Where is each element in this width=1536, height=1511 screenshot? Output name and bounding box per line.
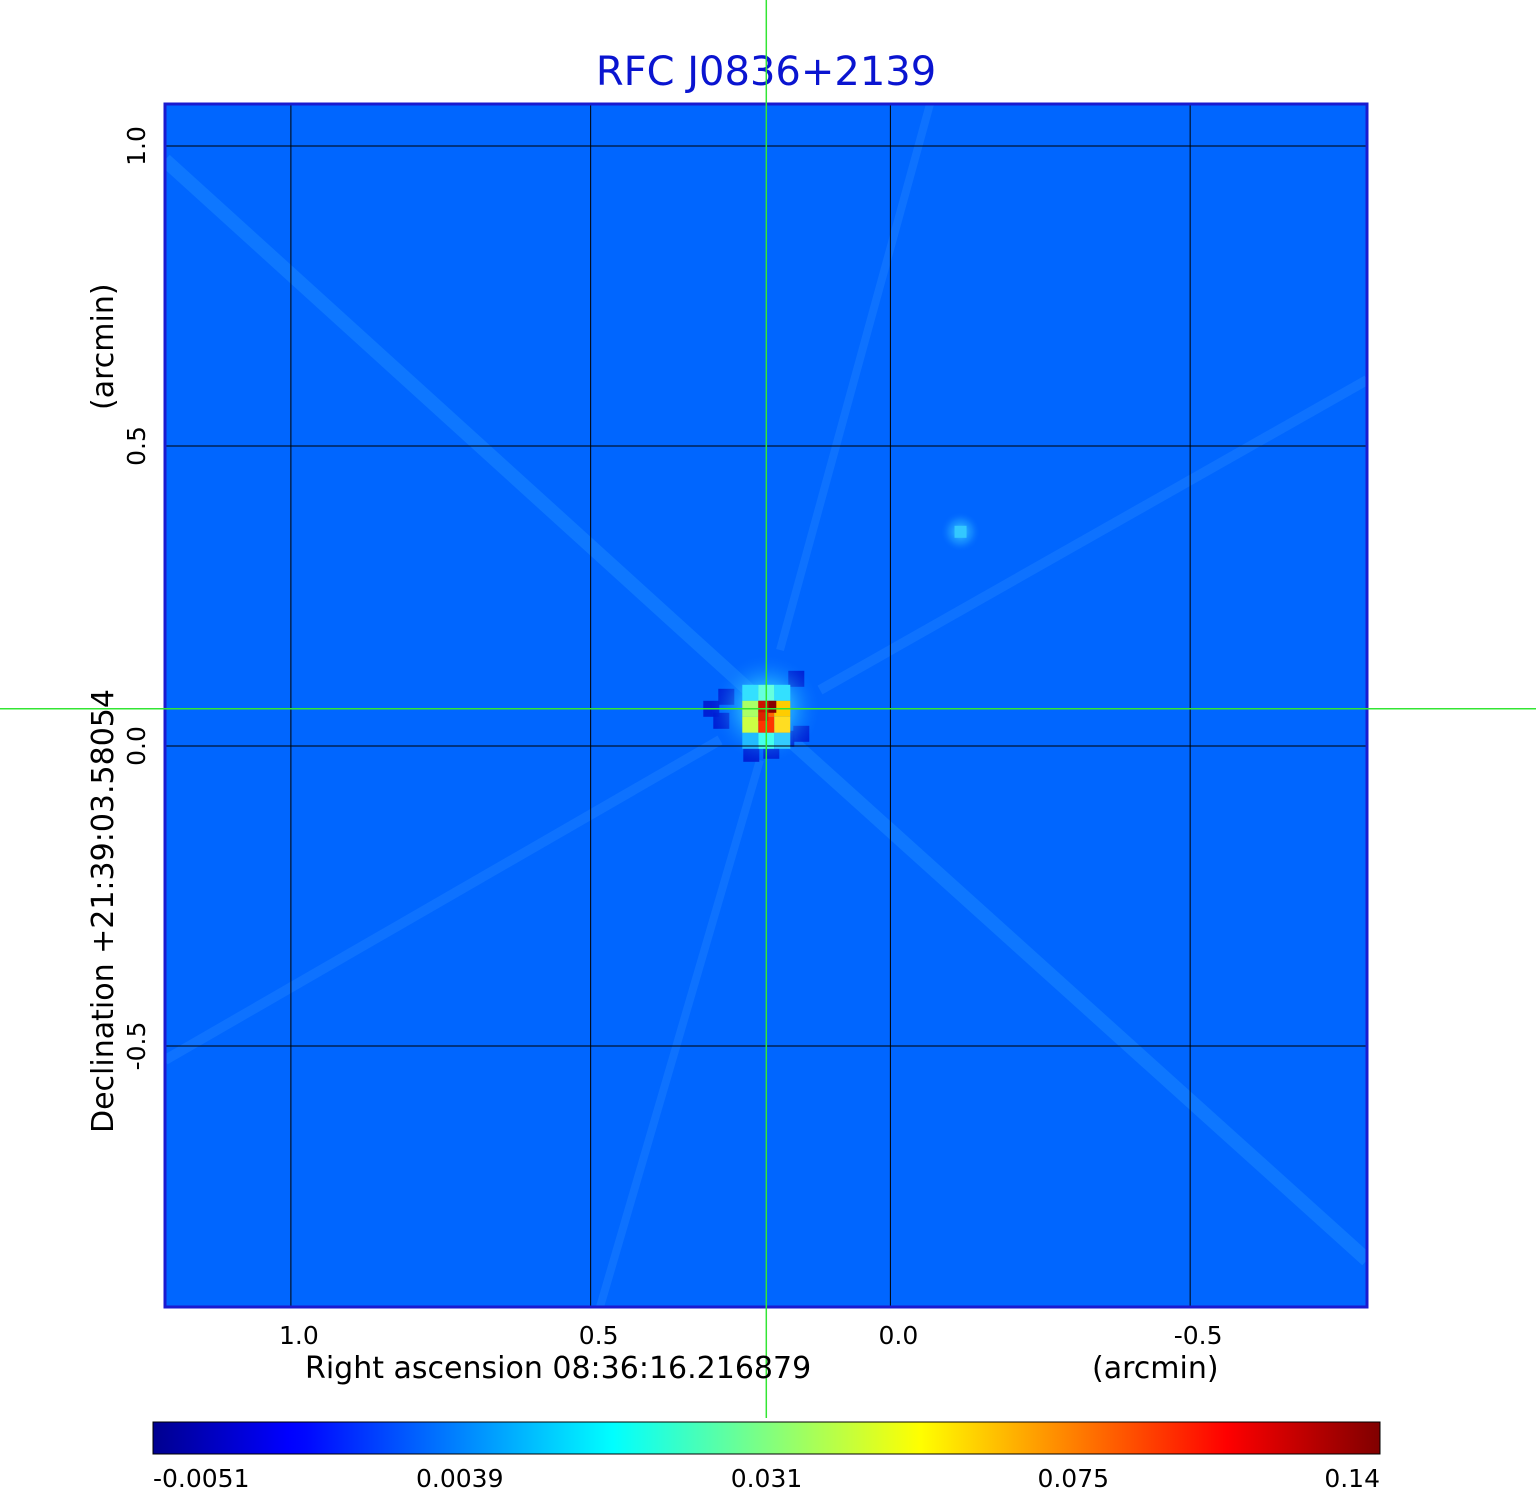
colorbar-tick-2: 0.031 [731, 1464, 803, 1493]
x-tick-label-2: 0.0 [879, 1321, 919, 1350]
y-tick-label-3: -0.5 [122, 1022, 151, 1071]
colorbar-tick-1: 0.0039 [416, 1464, 503, 1493]
y-tick-labels: 1.0 0.5 0.0 -0.5 [122, 126, 151, 1070]
x-tick-labels: 1.0 0.5 0.0 -0.5 [279, 1321, 1223, 1350]
colorbar-tick-4: 0.14 [1324, 1464, 1380, 1493]
colorbar-tick-0: -0.0051 [153, 1464, 250, 1493]
y-axis-unit: (arcmin) [86, 283, 121, 410]
x-axis-unit: (arcmin) [1092, 1351, 1219, 1386]
grid-layer [165, 104, 1367, 1307]
source-secondary [940, 511, 981, 552]
x-tick-label-3: -0.5 [1174, 1321, 1223, 1350]
x-axis-label: Right ascension 08:36:16.216879 [305, 1351, 811, 1386]
y-tick-label-0: 1.0 [122, 126, 151, 166]
colorbar [152, 1421, 1381, 1455]
colorbar-tick-labels: -0.0051 0.0039 0.031 0.075 0.14 [153, 1464, 1380, 1493]
y-tick-label-2: 0.0 [122, 726, 151, 766]
colorbar-tick-3: 0.075 [1037, 1464, 1109, 1493]
x-tick-label-1: 0.5 [579, 1321, 619, 1350]
x-tick-label-0: 1.0 [279, 1321, 319, 1350]
y-tick-label-1: 0.5 [122, 426, 151, 466]
sidelobe-streaks [165, 104, 1367, 1307]
y-axis-label: Declination +21:39:03.58054 [86, 689, 121, 1133]
